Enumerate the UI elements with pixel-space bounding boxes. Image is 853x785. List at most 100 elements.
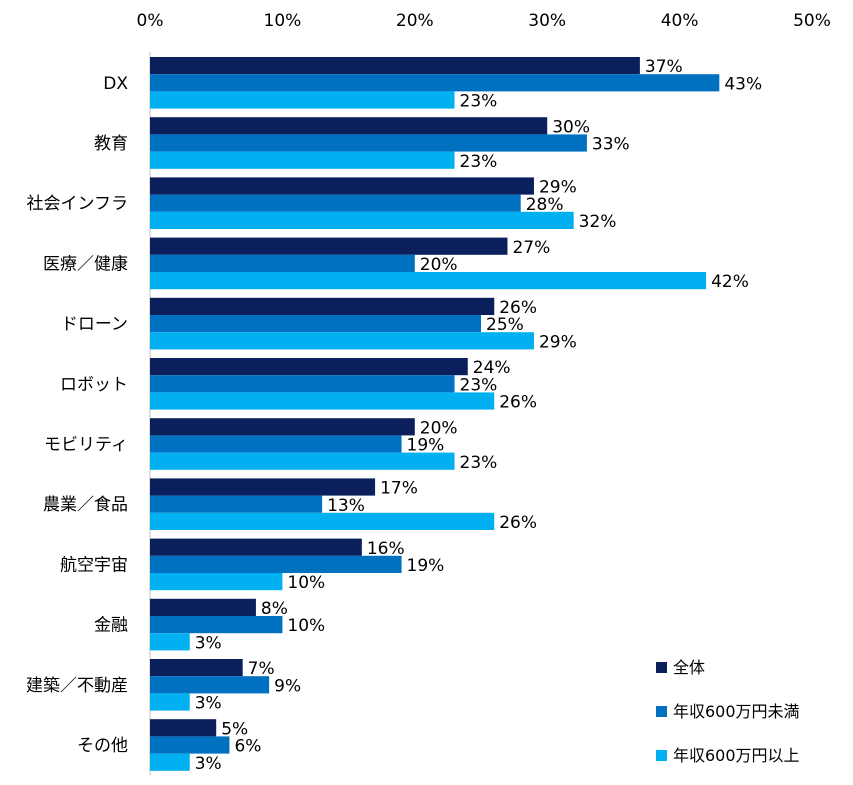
data-label: 17% — [380, 479, 418, 499]
bar — [150, 375, 455, 393]
x-tick-label: 40% — [661, 11, 699, 31]
category-label: 金融 — [94, 616, 128, 636]
data-label: 3% — [195, 633, 222, 653]
data-label: 9% — [274, 676, 301, 696]
legend-label: 年収600万円未満 — [673, 702, 800, 721]
bar — [150, 418, 415, 436]
data-label: 7% — [248, 659, 275, 679]
bar — [150, 736, 230, 754]
category-label: モビリティ — [44, 435, 128, 455]
legend-swatch — [656, 706, 667, 717]
x-tick-label: 0% — [137, 11, 164, 31]
bar — [150, 753, 190, 771]
bar — [150, 237, 508, 255]
category-label: ロボット — [60, 375, 128, 395]
bar — [150, 57, 640, 75]
category-label: 航空宇宙 — [60, 555, 128, 575]
category-labels: DX 教育社会インフラ医療／健康ドローンロボットモビリティ農業／食品航空宇宙金融建… — [26, 74, 128, 756]
legend-swatch — [656, 750, 667, 761]
bar — [150, 272, 707, 290]
bar — [150, 573, 283, 591]
data-label: 26% — [499, 513, 537, 533]
data-label: 27% — [512, 238, 550, 258]
data-label: 26% — [499, 298, 537, 318]
data-label: 19% — [407, 556, 445, 576]
x-tick-label: 10% — [264, 11, 302, 31]
bar — [150, 297, 495, 315]
data-label: 23% — [460, 92, 498, 112]
bar — [150, 555, 402, 573]
category-label: その他 — [77, 736, 128, 756]
data-label: 20% — [420, 255, 458, 275]
legend-swatch — [656, 662, 667, 673]
data-label: 6% — [234, 737, 261, 757]
bar — [150, 719, 217, 737]
data-label: 3% — [195, 694, 222, 714]
category-label: 建築／不動産 — [26, 676, 128, 696]
category-label: 社会インフラ — [27, 194, 129, 214]
data-label: 43% — [724, 74, 762, 94]
bar — [150, 676, 270, 694]
data-label: 23% — [460, 453, 498, 473]
bar — [150, 495, 323, 513]
bar — [150, 693, 190, 711]
x-tick-label: 30% — [528, 11, 566, 31]
data-label: 10% — [287, 573, 325, 593]
data-label: 3% — [195, 754, 222, 774]
bar — [150, 74, 720, 92]
bar — [150, 134, 587, 152]
bars — [150, 57, 720, 771]
category-label: ドローン — [61, 315, 128, 335]
data-label: 23% — [460, 375, 498, 395]
bar — [150, 177, 534, 195]
category-label: 教育 — [94, 134, 128, 154]
bar — [150, 254, 415, 272]
data-label: 28% — [526, 195, 564, 215]
bar — [150, 332, 534, 350]
bar — [150, 659, 243, 677]
bar — [150, 117, 548, 135]
bar — [150, 358, 468, 376]
bar — [150, 211, 574, 229]
bar — [150, 452, 455, 470]
bar — [150, 315, 481, 333]
bar — [150, 598, 256, 616]
data-labels: 37%43%23%30%33%23%29%28%32%27%20%42%26%2… — [195, 57, 762, 774]
data-label: 30% — [552, 117, 590, 137]
bar — [150, 435, 402, 453]
bar — [150, 478, 376, 496]
data-label: 20% — [420, 418, 458, 438]
data-label: 37% — [645, 57, 683, 77]
legend-label: 全体 — [673, 658, 705, 677]
data-label: 16% — [367, 539, 405, 559]
data-label: 33% — [592, 135, 630, 155]
legend-label: 年収600万円以上 — [673, 746, 800, 765]
data-label: 32% — [579, 212, 617, 232]
data-label: 19% — [407, 436, 445, 456]
data-label: 26% — [499, 393, 537, 413]
data-label: 5% — [221, 719, 248, 739]
bar — [150, 91, 455, 109]
data-label: 29% — [539, 332, 577, 352]
data-label: 42% — [711, 272, 749, 292]
data-label: 8% — [261, 599, 288, 619]
data-label: 13% — [327, 496, 365, 516]
bar — [150, 538, 362, 556]
bar — [150, 194, 521, 212]
bar — [150, 151, 455, 169]
data-label: 25% — [486, 315, 524, 335]
bar — [150, 633, 190, 651]
data-label: 24% — [473, 358, 511, 378]
category-label: 農業／食品 — [43, 495, 128, 515]
bar — [150, 616, 283, 634]
category-label: DX — [103, 74, 128, 94]
x-tick-label: 50% — [793, 11, 831, 31]
x-axis-ticks: 0% 10% 20% 30% 40% 50% — [137, 11, 831, 31]
data-label: 10% — [287, 616, 325, 636]
category-label: 医療／健康 — [43, 254, 128, 274]
bar — [150, 512, 495, 530]
data-label: 23% — [460, 152, 498, 172]
data-label: 29% — [539, 178, 577, 198]
